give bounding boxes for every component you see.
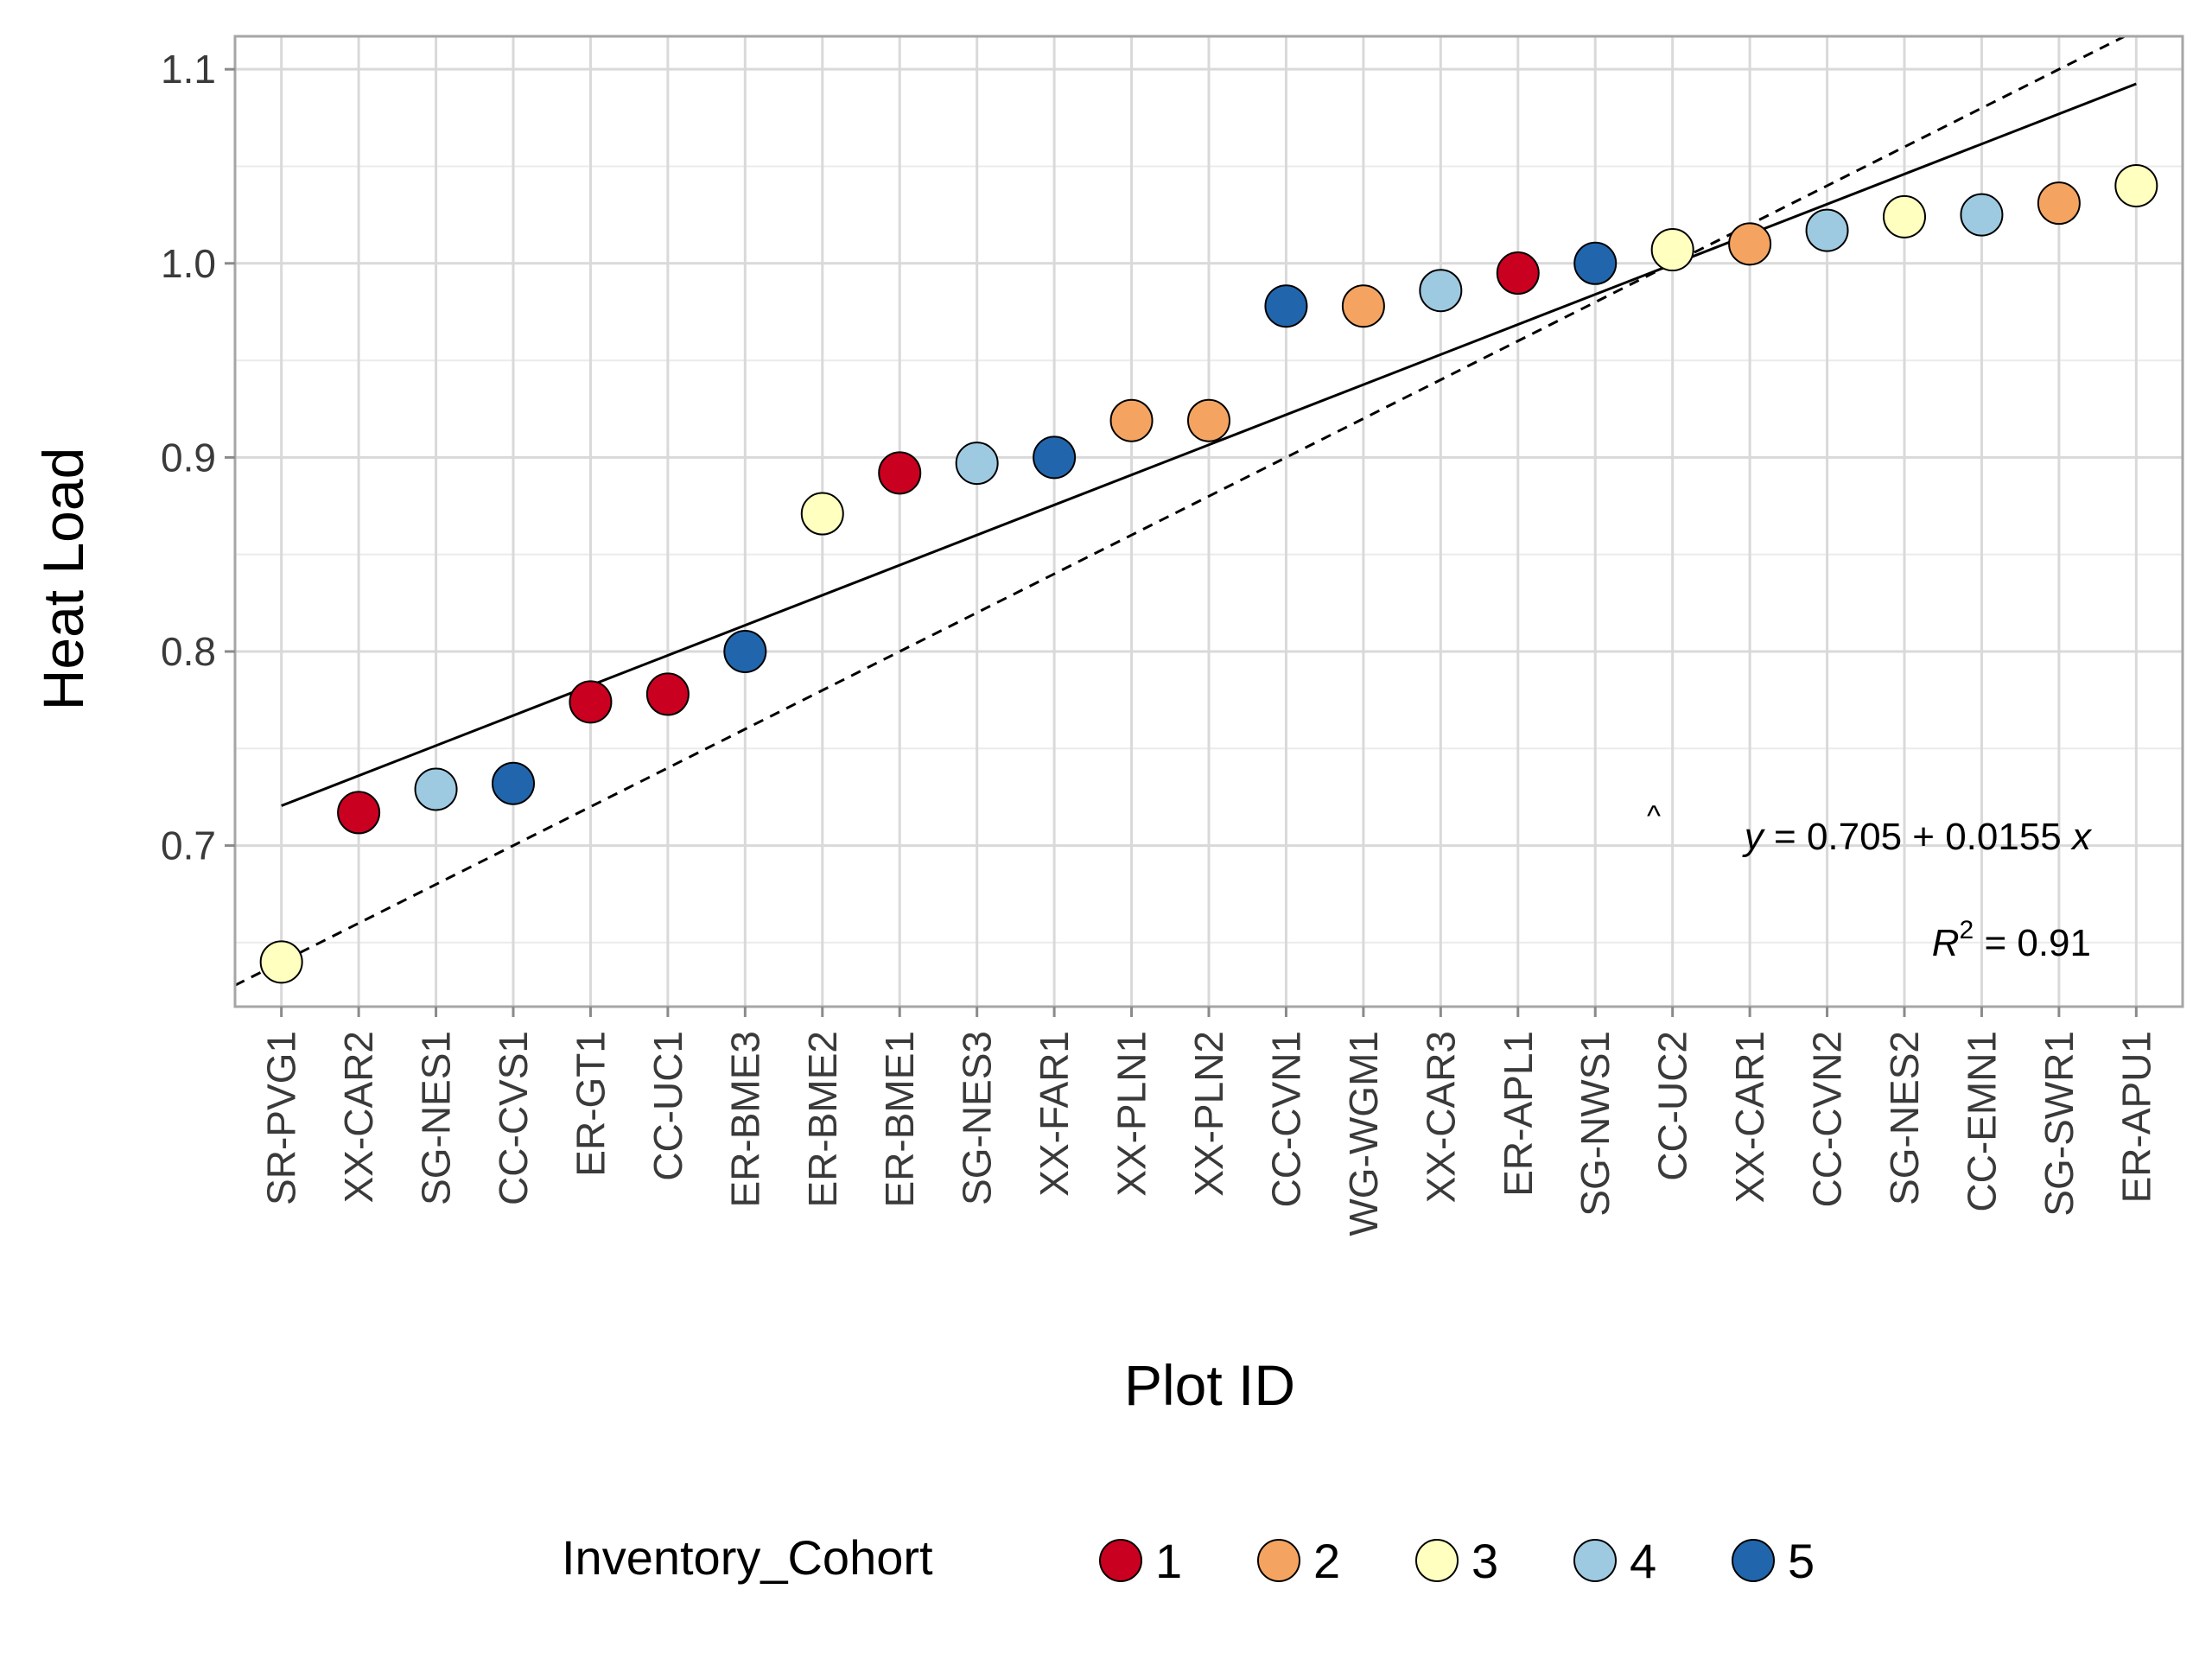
x-tick-label: SG-NES1 [414,1031,459,1205]
legend-label: 5 [1788,1534,1815,1588]
x-tick-label: SG-SWR1 [2037,1031,2082,1217]
x-tick-label: ER-BME3 [722,1031,767,1207]
legend-key [1257,1539,1300,1582]
data-point [1960,193,2004,237]
x-tick-label: SR-PVG1 [259,1031,304,1205]
data-point [414,767,458,811]
equation-body: = 0.705 + 0.0155 [1764,816,2072,858]
legend-key [1732,1539,1775,1582]
data-point [337,791,381,835]
legend-label: 3 [1471,1534,1498,1588]
x-tick-label: XX-FAR1 [1032,1031,1077,1197]
legend-key [1415,1539,1459,1582]
data-point [259,940,303,984]
x-tick-label: CC-CVN1 [1263,1031,1308,1207]
x-tick-label: ER-BME1 [877,1031,922,1207]
r-squared-sup: 2 [1960,916,1974,944]
r-squared: R2 = 0.91 [1932,916,2091,964]
x-tick-label: WG-WGM1 [1341,1031,1386,1236]
data-point [2037,181,2081,226]
data-point [1728,222,1772,266]
x-tick-label: ER-BME2 [800,1031,845,1207]
data-point [1033,435,1077,480]
x-tick-label: XX-PLN2 [1186,1031,1231,1197]
data-point [645,672,690,716]
y-tick-label: 0.9 [161,435,216,480]
y-axis-title: Heat Load [31,448,95,711]
x-tick-label: XX-CAR3 [1418,1031,1463,1203]
regression-equation: y = 0.705 + 0.0155 x [1742,816,2093,858]
data-point [1109,398,1154,442]
x-tick-label: CC-CVS1 [491,1031,536,1205]
equation-x: x [2070,816,2093,858]
data-point [1650,228,1694,272]
data-point [1419,269,1463,313]
legend-key [1099,1539,1142,1582]
x-tick-label: XX-CAR1 [1727,1031,1772,1203]
data-point [1805,208,1849,252]
y-axis-ticks: 0.7 0.8 0.9 1.0 1.1 [161,47,235,868]
legend-title: Inventory_Cohort [562,1530,933,1585]
data-point [1496,251,1540,296]
legend-label: 2 [1313,1534,1340,1588]
x-tick-label: ER-APU1 [2113,1031,2158,1203]
x-tick-label: ER-GT1 [568,1031,613,1177]
x-axis-title: Plot ID [1124,1353,1295,1417]
r-squared-value: = 0.91 [1974,922,2091,964]
grid [235,36,2183,1007]
x-axis-ticks: SR-PVG1 XX-CAR2 SG-NES1 CC-CVS1 ER-GT1 CC-UC1… [259,1007,2158,1236]
data-point [569,680,613,724]
y-tick-label: 1.0 [161,241,216,286]
x-tick-label: CC-UC1 [645,1031,690,1181]
data-point [878,451,922,495]
x-tick-label: CC-UC2 [1650,1031,1695,1181]
x-tick-label: XX-CAR2 [336,1031,381,1203]
x-tick-label: CC-EMN1 [1959,1031,2004,1212]
y-hat-caret: ^ [1647,800,1661,833]
data-point [492,761,535,805]
data-point [2114,163,2158,207]
data-point [1573,241,1618,285]
legend-key [1573,1539,1617,1582]
data-points [259,163,2158,984]
data-point [955,442,999,486]
x-tick-label: ER-APL1 [1496,1031,1541,1197]
x-tick-label: CC-CVN2 [1805,1031,1850,1207]
legend: Inventory_Cohort 1 2 3 4 5 [562,1530,1815,1588]
r-squared-r: R [1932,922,1960,964]
x-tick-label: SG-NWS1 [1573,1031,1618,1217]
legend-label: 1 [1155,1534,1182,1588]
y-tick-label: 1.1 [161,47,216,92]
legend-label: 4 [1630,1534,1656,1588]
reference-line [234,35,2126,987]
y-tick-label: 0.8 [161,629,216,674]
x-tick-label: SG-NES3 [955,1031,1000,1205]
data-point [1187,398,1230,442]
x-tick-label: XX-PLN1 [1109,1031,1154,1197]
data-point [1264,284,1308,328]
data-point [723,629,767,673]
data-point [1883,194,1926,238]
x-tick-label: SG-NES2 [1882,1031,1927,1205]
equation-y-hat: y [1742,816,1766,858]
data-point [800,492,844,536]
y-tick-label: 0.7 [161,823,216,868]
data-point [1341,284,1385,328]
